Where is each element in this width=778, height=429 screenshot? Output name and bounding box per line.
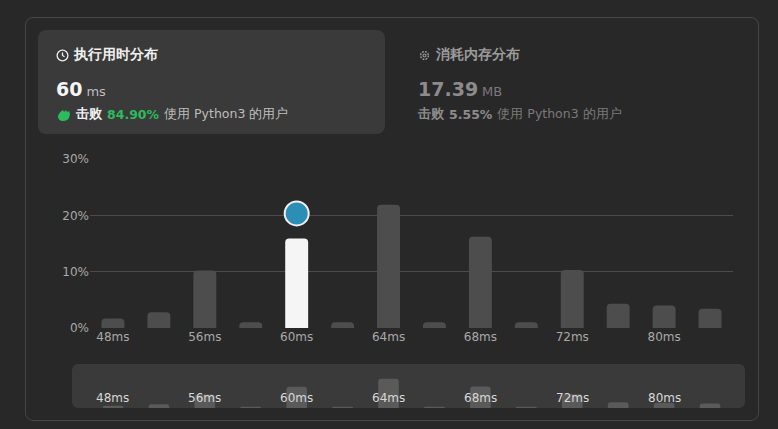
html-text:执行用时分布: 执行用时分布 xyxy=(74,46,158,62)
svg-text:64ms: 64ms xyxy=(372,330,405,344)
svg-text:56ms: 56ms xyxy=(188,330,221,344)
svg-text:48ms: 48ms xyxy=(96,330,129,344)
svg-text:80ms: 80ms xyxy=(648,330,681,344)
svg-text:64ms: 64ms xyxy=(372,391,405,405)
svg-text:60ms: 60ms xyxy=(280,391,313,405)
svg-text:80ms: 80ms xyxy=(648,391,681,405)
svg-text:20%: 20% xyxy=(62,209,89,223)
svg-text:60ms: 60ms xyxy=(280,330,313,344)
html-text:17.39 MB: 17.39 MB xyxy=(418,78,503,100)
html-text:60 ms: 60 ms xyxy=(56,78,106,100)
svg-text:0%: 0% xyxy=(70,321,89,335)
html-text:消耗内存分布: 消耗内存分布 xyxy=(436,46,520,62)
html-text:击败 84.90% 使用 Python3 的用户: 击败 84.90% 使用 Python3 的用户 xyxy=(76,106,289,122)
svg-text:48ms: 48ms xyxy=(96,391,129,405)
svg-text:56ms: 56ms xyxy=(188,391,221,405)
svg-text:10%: 10% xyxy=(62,265,89,279)
svg-text:68ms: 68ms xyxy=(464,330,497,344)
svg-text:68ms: 68ms xyxy=(464,391,497,405)
html-text:击败 5.55% 使用 Python3 的用户: 击败 5.55% 使用 Python3 的用户 xyxy=(418,106,622,122)
svg-text:30%: 30% xyxy=(62,152,89,166)
svg-text:72ms: 72ms xyxy=(556,330,589,344)
svg-text:72ms: 72ms xyxy=(556,391,589,405)
